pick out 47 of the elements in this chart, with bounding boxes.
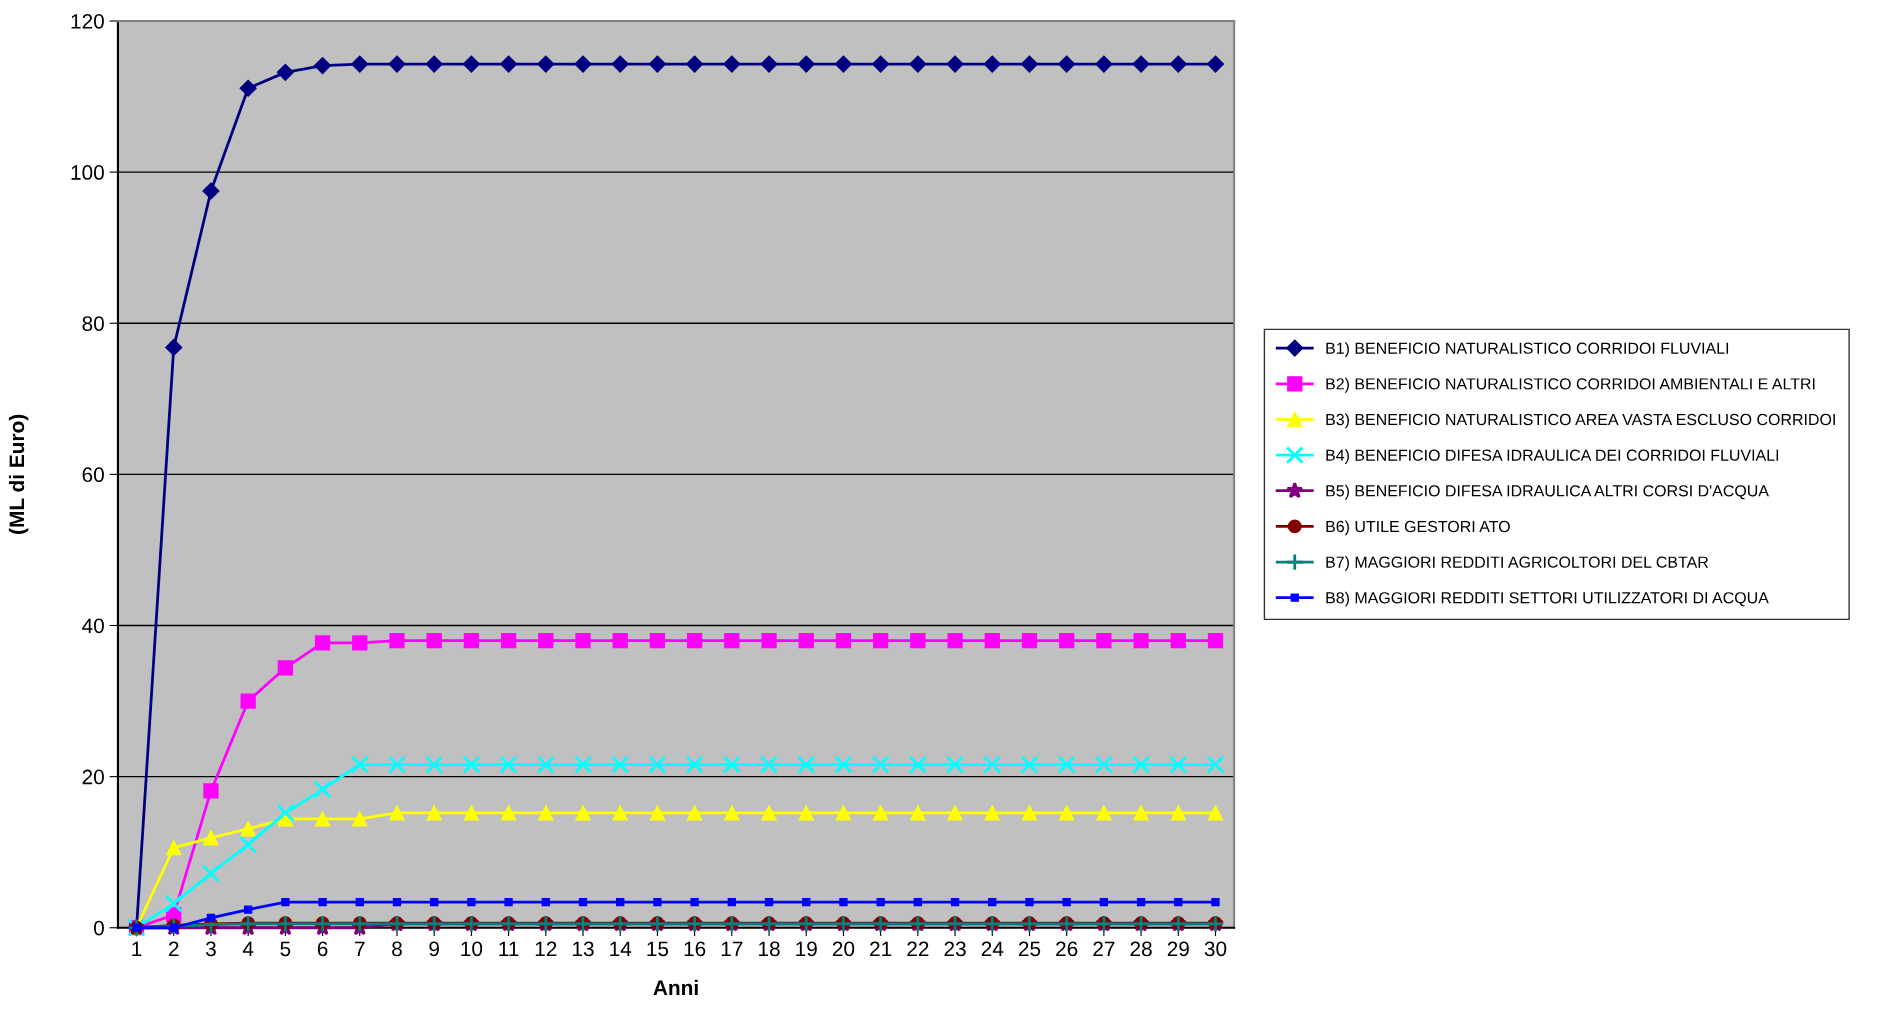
x-tick-label: 4 [242,941,254,957]
x-tick-label: 28 [1130,941,1152,957]
x-tick-label: 18 [759,941,780,957]
legend-label: B4) BENEFICIO DIFESA IDRAULICA DEI CORRIDOI FLUVIALI [1326,449,1779,464]
legend-label: B5) BENEFICIO DIFESA IDRAULICA ALTRI CORSI D'ACQUA [1326,484,1769,500]
x-tick-label: 12 [535,941,557,957]
x-tick-label: 13 [573,941,594,957]
x-tick-label: 11 [499,941,519,957]
x-tick-label: 22 [907,941,929,957]
y-tick-label: 20 [82,769,104,785]
legend-label: B6) UTILE GESTORI ATO [1326,520,1510,536]
x-tick-label: 6 [317,941,328,957]
x-tick-label: 26 [1056,941,1078,957]
y-tick-label: 80 [82,316,104,331]
x-tick-label: 5 [280,941,291,957]
x-tick-label: 17 [721,941,743,957]
x-tick-label: 3 [205,941,216,957]
x-tick-label: 8 [392,941,402,957]
x-axis-title: Anni [653,979,698,995]
x-tick-label: 1 [132,941,142,957]
legend-label: B1) BENEFICIO NATURALISTICO CORRIDOI FLUVIALI [1326,342,1729,358]
x-tick-label: 15 [647,941,669,957]
y-tick-label: 120 [71,13,104,29]
x-tick-label: 2 [169,941,179,957]
legend-label: B2) BENEFICIO NATURALISTICO CORRIDOI AMBIENTALI E ALTRI [1326,377,1815,393]
x-tick-label: 16 [684,941,706,957]
y-tick-label: 60 [82,467,104,483]
x-tick-label: 9 [429,941,439,957]
y-tick-label: 40 [82,618,104,634]
legend-label: B3) BENEFICIO NATURALISTICO AREA VASTA ESCLUSO CORRIDOI [1326,413,1835,429]
x-tick-label: 19 [796,941,817,957]
y-tick-label: 100 [71,165,104,180]
y-axis-title: (ML di Euro) [8,414,29,534]
x-tick-label: 27 [1093,941,1115,957]
x-tick-label: 30 [1204,941,1227,957]
x-tick-label: 14 [610,941,632,957]
x-tick-label: 7 [355,941,365,957]
legend-label: B8) MAGGIORI REDDITI SETTORI UTILIZZATORI DI ACQUA [1326,591,1769,607]
x-tick-label: 10 [461,941,483,957]
x-tick-label: 20 [832,941,855,957]
x-tick-label: 23 [944,941,966,957]
x-tick-label: 25 [1018,941,1041,957]
x-tick-label: 29 [1167,941,1189,957]
x-tick-label: 24 [981,941,1004,957]
y-tick-label: 0 [93,920,104,936]
legend-label: B7) MAGGIORI REDDITI AGRICOLTORI DEL CBTAR [1326,556,1709,571]
x-tick-label: 21 [870,941,892,957]
